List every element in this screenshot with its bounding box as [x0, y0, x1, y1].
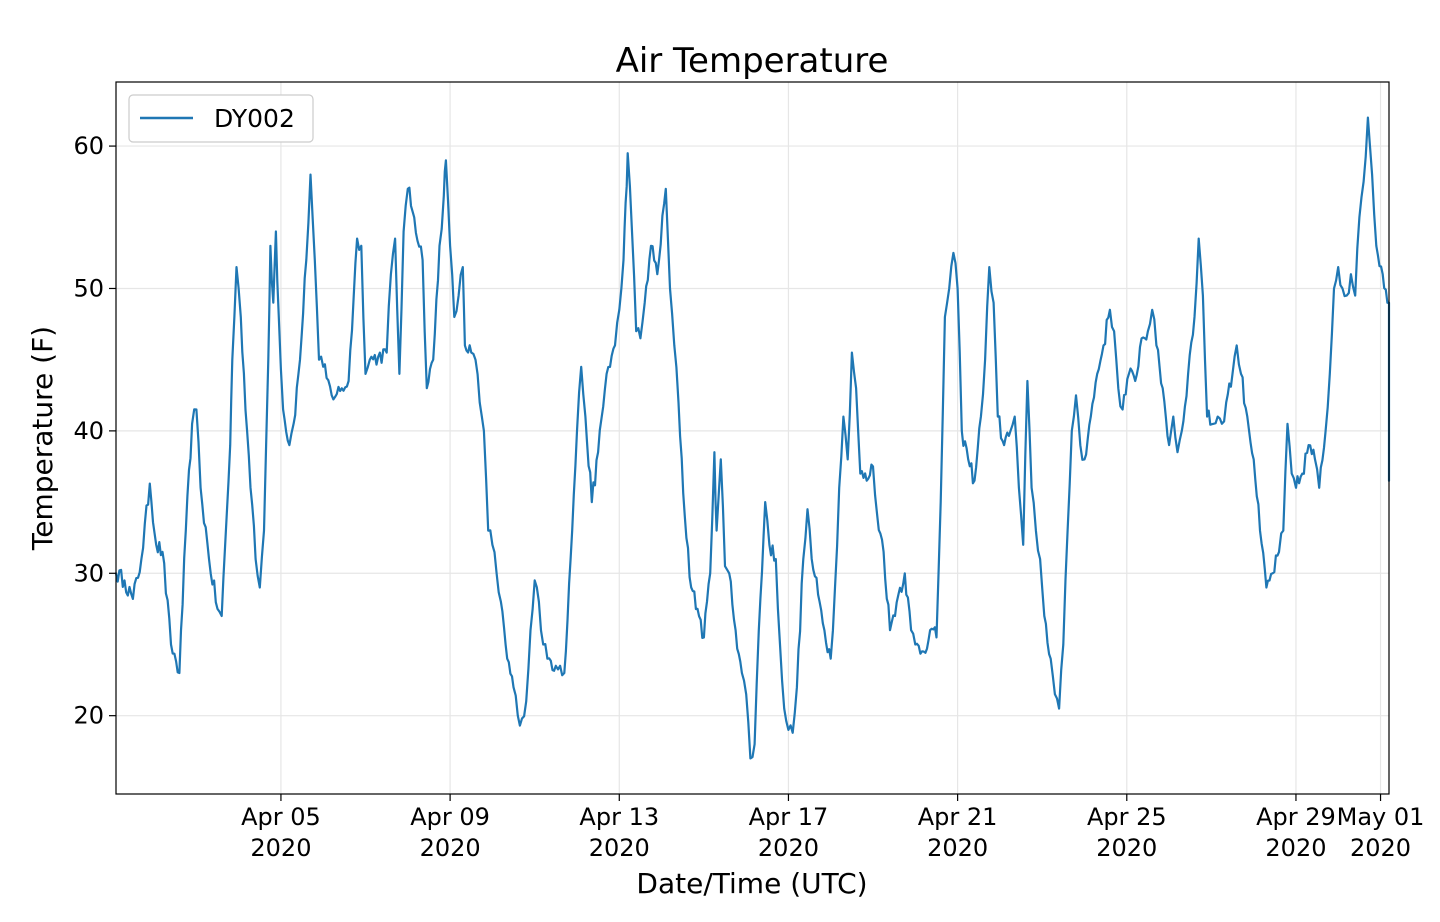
x-tick-label: Apr 21	[918, 803, 998, 831]
x-tick-label: Apr 29	[1256, 803, 1336, 831]
y-tick-label: 20	[73, 702, 104, 730]
x-tick-year-label: 2020	[1350, 834, 1411, 862]
x-tick-year-label: 2020	[420, 834, 481, 862]
y-tick-label: 50	[73, 274, 104, 302]
x-axis-label: Date/Time (UTC)	[636, 867, 867, 900]
x-tick-year-label: 2020	[927, 834, 988, 862]
plot-frame	[115, 81, 1390, 795]
x-tick-year-label: 2020	[250, 834, 311, 862]
x-tick-label: May 01	[1337, 803, 1425, 831]
x-tick-label: Apr 17	[749, 803, 829, 831]
x-tick-year-label: 2020	[589, 834, 650, 862]
legend: DY002	[128, 94, 314, 143]
y-tick-label: 40	[73, 417, 104, 445]
legend-box	[128, 94, 314, 143]
axes: 20 30 40 50 60 Apr 05 2020 Apr 09 2020 Apr 13 2020…	[73, 132, 1424, 862]
x-tick-year-label: 2020	[1265, 834, 1326, 862]
legend-label-dy002: DY002	[214, 104, 295, 133]
grid	[116, 82, 1389, 794]
x-tick-label: Apr 09	[410, 803, 490, 831]
x-tick-label: Apr 13	[579, 803, 659, 831]
chart-title: Air Temperature	[616, 41, 889, 81]
x-tick-label: Apr 25	[1087, 803, 1167, 831]
series-line-dy002	[114, 116, 1391, 760]
y-tick-label: 60	[73, 132, 104, 160]
x-tick-year-label: 2020	[1096, 834, 1157, 862]
y-tick-label: 30	[73, 559, 104, 587]
x-tick-year-label: 2020	[758, 834, 819, 862]
y-axis-label: Temperature (F)	[26, 326, 59, 551]
x-tick-label: Apr 05	[241, 803, 321, 831]
